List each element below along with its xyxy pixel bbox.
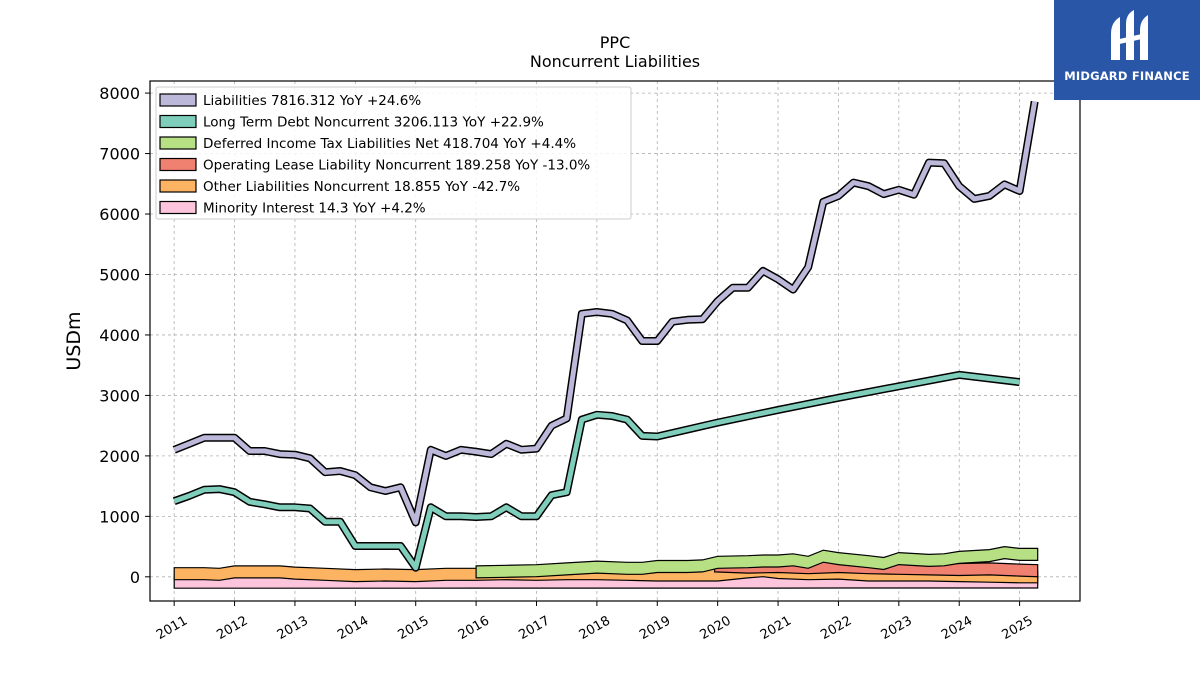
- y-tick-label: 8000: [99, 84, 140, 103]
- x-tick-label: 2017: [516, 613, 552, 643]
- x-tick-label: 2024: [939, 613, 975, 643]
- y-tick-label: 2000: [99, 447, 140, 466]
- legend-swatch: [159, 157, 197, 172]
- x-tick-label: 2016: [456, 613, 492, 643]
- series-line: [173, 101, 1038, 525]
- x-tick-label: 2025: [999, 613, 1035, 643]
- brand-mark-icon: [1111, 10, 1148, 60]
- y-tick-label: 1000: [99, 507, 140, 526]
- legend-entry: Other Liabilities Noncurrent 18.855 YoY …: [203, 179, 520, 195]
- x-tick-label: 2020: [698, 613, 734, 643]
- legend-swatch: [159, 93, 197, 107]
- legend-entry: Liabilities 7816.312 YoY +24.6%: [203, 93, 421, 109]
- x-tick-label: 2019: [637, 613, 673, 643]
- brand-logo: MIDGARD FINANCE: [1054, 0, 1200, 100]
- plot-frame: [149, 80, 1081, 602]
- chart-title: PPC: [600, 33, 630, 52]
- x-tick-label: 2022: [818, 613, 854, 643]
- y-axis-label: USDm: [63, 311, 85, 370]
- y-tick-label: 0: [130, 568, 140, 587]
- x-tick-label: 2014: [335, 613, 371, 643]
- x-tick-label: 2015: [396, 613, 432, 643]
- y-tick-label: 4000: [99, 326, 140, 345]
- legend-entry: Minority Interest 14.3 YoY +4.2%: [203, 201, 426, 217]
- legend-swatch: [159, 136, 197, 150]
- x-tick-label: 2021: [758, 613, 794, 643]
- legend-box: [155, 86, 632, 220]
- x-tick-label: 2013: [275, 613, 311, 643]
- legend-swatch: [159, 200, 197, 215]
- series-line: [173, 372, 1020, 571]
- series-band: [475, 545, 1039, 579]
- y-tick-label: 7000: [99, 145, 140, 164]
- legend-swatch: [159, 179, 197, 193]
- y-tick-label: 6000: [99, 205, 140, 224]
- x-tick-label: 2018: [577, 613, 613, 643]
- x-axis: 2011 2012 2013 2014 2015 2016 2017 2018 2019 2020…: [154, 601, 1036, 643]
- legend-entry: Long Term Debt Noncurrent 3206.113 YoY +…: [203, 115, 544, 131]
- x-tick-label: 2012: [214, 613, 250, 643]
- x-tick-label: 2023: [879, 613, 915, 643]
- chart-subtitle: Noncurrent Liabilities: [530, 52, 700, 71]
- brand-name: MIDGARD FINANCE: [1064, 69, 1190, 83]
- legend-swatch: [159, 114, 197, 129]
- series-layer: [172, 100, 1039, 589]
- y-tick-label: 5000: [99, 265, 140, 284]
- legend-entry: Deferred Income Tax Liabilities Net 418.…: [203, 136, 576, 152]
- legend-entry: Operating Lease Liability Noncurrent 189…: [203, 158, 590, 174]
- y-tick-label: 3000: [99, 386, 140, 405]
- legend: Liabilities 7816.312 YoY +24.6% Long Term…: [155, 86, 632, 220]
- y-axis: 0 1000 2000 3000 4000 5000 6000 7000 8000: [99, 84, 150, 587]
- x-tick-label: 2011: [154, 613, 190, 643]
